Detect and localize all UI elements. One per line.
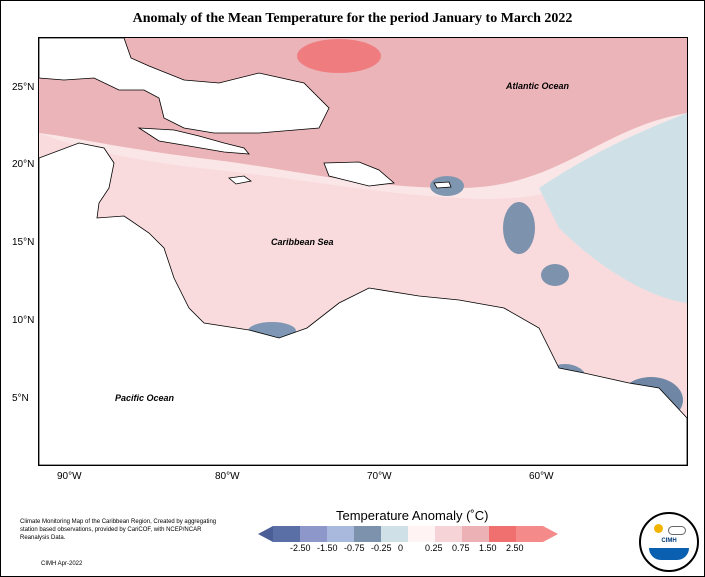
waves-icon <box>649 548 689 560</box>
warm-anomaly-gulf-region <box>39 38 687 188</box>
pacific-ocean-label: Pacific Ocean <box>115 393 175 403</box>
cool-anomaly-lesser-antilles <box>503 202 535 254</box>
legend-tick-label: -1.50 <box>317 543 338 553</box>
legend-tick-label: 2.50 <box>506 543 524 553</box>
legend-tick-label: 1.50 <box>479 543 497 553</box>
caribbean-sea-label: Caribbean Sea <box>271 237 334 247</box>
legend-color-segment <box>327 526 354 542</box>
cimh-logo-icon: CIMH <box>639 512 699 572</box>
cool-anomaly-east <box>541 264 569 286</box>
central-south-america-land <box>39 142 687 465</box>
puerto-rico-island <box>433 181 452 189</box>
lat-label: 20°N <box>12 159 35 170</box>
legend-right-arrow <box>543 526 558 542</box>
legend-color-segment <box>516 526 543 542</box>
legend-color-segment <box>300 526 327 542</box>
logo-name: CIMH <box>661 538 677 544</box>
sun-icon <box>654 524 663 533</box>
footer-date: CIMH Apr-2022 <box>41 561 83 567</box>
legend-color-segment <box>273 526 300 542</box>
legend-tick-label: 0 <box>398 543 404 553</box>
anomaly-map <box>39 38 687 465</box>
legend-color-segment <box>408 526 435 542</box>
hispaniola-island <box>323 161 395 187</box>
legend-tick-label: -0.25 <box>371 543 392 553</box>
cloud-icon <box>668 526 686 535</box>
legend-tick-label: -2.50 <box>290 543 311 553</box>
legend-title: Temperature Anomaly (˚C) <box>336 508 489 523</box>
legend-color-segment <box>489 526 516 542</box>
map-panel <box>38 37 688 466</box>
legend-colorbar <box>258 526 558 542</box>
north-america-land <box>39 38 330 134</box>
lon-label: 80°W <box>215 471 240 482</box>
lat-label: 25°N <box>12 82 35 93</box>
atlantic-ocean-label: Atlantic Ocean <box>506 81 570 91</box>
legend-tick-label: -0.75 <box>344 543 365 553</box>
footer-description: Climate Monitoring Map of the Caribbean … <box>20 519 217 541</box>
cool-anomaly-atlantic <box>539 113 687 303</box>
lon-label: 90°W <box>57 471 82 482</box>
jamaica-island <box>228 175 252 185</box>
map-title: Anomaly of the Mean Temperature for the … <box>132 11 573 26</box>
lat-label: 5°N <box>12 393 29 404</box>
lon-label: 70°W <box>367 471 392 482</box>
lat-label: 10°N <box>12 315 35 326</box>
legend-color-segment <box>435 526 462 542</box>
legend-color-segment <box>462 526 489 542</box>
legend-tick-label: 0.75 <box>452 543 470 553</box>
legend-left-arrow <box>258 526 273 542</box>
strong-warm-anomaly <box>297 39 381 73</box>
legend-color-segment <box>381 526 408 542</box>
legend-tick-label: 0.25 <box>425 543 443 553</box>
legend-color-segment <box>354 526 381 542</box>
lat-label: 15°N <box>12 237 35 248</box>
cuba-island <box>137 127 250 155</box>
lon-label: 60°W <box>529 471 554 482</box>
